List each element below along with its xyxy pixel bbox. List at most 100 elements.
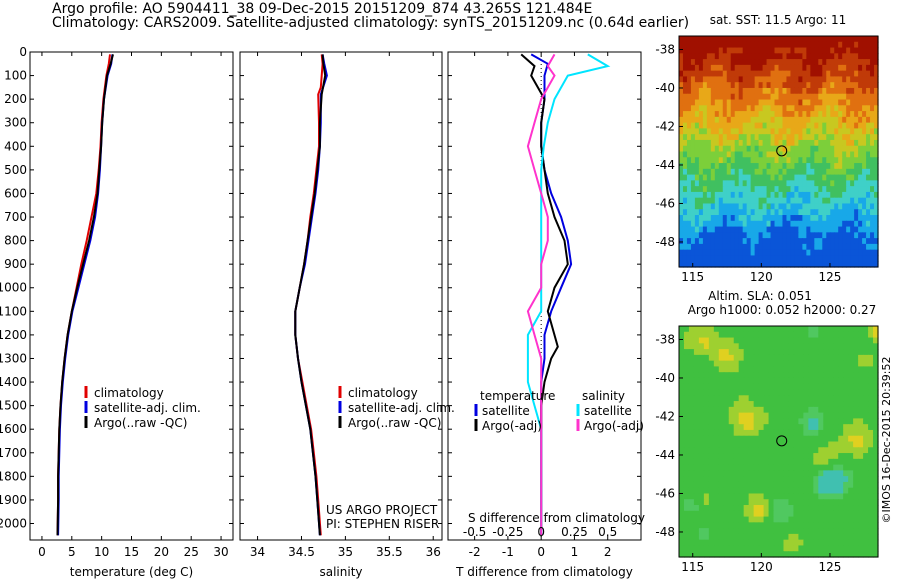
map-cell	[713, 343, 720, 350]
map-cell	[830, 87, 835, 95]
map-cell	[854, 41, 859, 49]
map-cell	[723, 458, 730, 466]
map-cell	[703, 458, 710, 466]
map-cell	[768, 470, 775, 477]
map-cell	[853, 418, 859, 425]
map-cell	[806, 249, 811, 257]
y-tick-label: 1400	[0, 375, 27, 389]
map-cell	[728, 401, 735, 408]
map-cell	[774, 139, 780, 147]
map-cell	[733, 435, 740, 443]
map-cell	[846, 128, 851, 135]
map-cell	[758, 134, 764, 141]
map-cell	[810, 70, 815, 78]
map-cell	[778, 331, 785, 339]
map-cell	[866, 145, 871, 153]
map-cell	[823, 377, 829, 385]
map-cell	[682, 186, 688, 193]
map-cell	[783, 481, 790, 489]
map-cell	[758, 180, 764, 187]
map-cell	[683, 360, 690, 368]
map-cell	[854, 168, 859, 176]
map-cell	[802, 59, 807, 66]
map-cell	[718, 326, 725, 333]
map-cell	[782, 47, 788, 54]
map-cell	[679, 59, 684, 66]
map-cell	[862, 157, 867, 164]
legend-entry: Argo(..raw -QC)	[348, 416, 441, 430]
map-cell	[834, 76, 839, 83]
map-cell	[853, 516, 859, 523]
map-cell	[873, 505, 879, 512]
map-cell	[778, 232, 784, 239]
map-cell	[803, 366, 809, 373]
map-cell	[688, 453, 695, 460]
map-cell	[698, 70, 704, 78]
map-cell	[686, 243, 692, 251]
map-cell	[818, 401, 824, 408]
map-cell	[768, 528, 775, 535]
map-cell	[828, 435, 834, 443]
map-cell	[793, 372, 799, 379]
map-cell	[854, 215, 859, 222]
map-cell	[854, 111, 859, 118]
map-cell	[803, 424, 809, 431]
map-cell	[874, 134, 879, 141]
map-cell	[850, 261, 855, 268]
map-cell	[842, 99, 847, 106]
map-cell	[868, 412, 874, 420]
map-cell	[863, 499, 869, 506]
map-cell	[726, 220, 732, 228]
map-cell	[733, 383, 740, 391]
map-cell	[818, 551, 824, 558]
map-cell	[766, 82, 772, 89]
map-cell	[848, 447, 854, 454]
map-cell	[750, 174, 756, 181]
map-cell	[698, 510, 705, 518]
map-cell	[813, 464, 819, 471]
map-cell	[714, 220, 720, 228]
map-cell	[746, 186, 752, 193]
map-cell	[858, 343, 864, 350]
map-cell	[738, 481, 745, 489]
map-cell	[748, 522, 755, 529]
map-cell	[858, 191, 863, 199]
map-cell	[679, 70, 684, 78]
map-cell	[750, 220, 756, 228]
map-cell	[693, 551, 700, 558]
map-cell	[733, 453, 740, 460]
map-cell	[746, 238, 752, 245]
map-cell	[862, 128, 867, 135]
map-cell	[810, 163, 815, 170]
map-cell	[770, 180, 776, 187]
map-cell	[826, 203, 831, 210]
map-cell	[782, 157, 788, 164]
map-cell	[690, 128, 696, 135]
map-cell	[762, 209, 768, 216]
map-cell	[788, 453, 795, 460]
map-cell	[698, 528, 705, 535]
map-cell	[690, 215, 696, 222]
map-cell	[854, 53, 859, 60]
map-cell	[706, 215, 712, 222]
map-cell	[693, 545, 700, 552]
map-cell	[713, 383, 720, 391]
map-cell	[688, 360, 695, 368]
map-cell	[803, 476, 809, 483]
map-cell	[770, 122, 776, 130]
map-x-tick-label: 120	[750, 560, 773, 574]
map-cell	[798, 168, 803, 176]
map-cell	[826, 191, 831, 199]
map-cell	[694, 111, 700, 118]
map-cell	[702, 122, 708, 130]
map-cell	[730, 197, 736, 205]
map-cell	[694, 226, 700, 233]
map-cell	[828, 510, 834, 518]
map-cell	[763, 331, 770, 339]
map-cell	[728, 354, 735, 362]
map-cell	[750, 238, 756, 245]
map-cell	[754, 255, 760, 262]
map-cell	[748, 435, 755, 443]
map-cell	[738, 105, 744, 112]
map-cell	[773, 516, 780, 523]
